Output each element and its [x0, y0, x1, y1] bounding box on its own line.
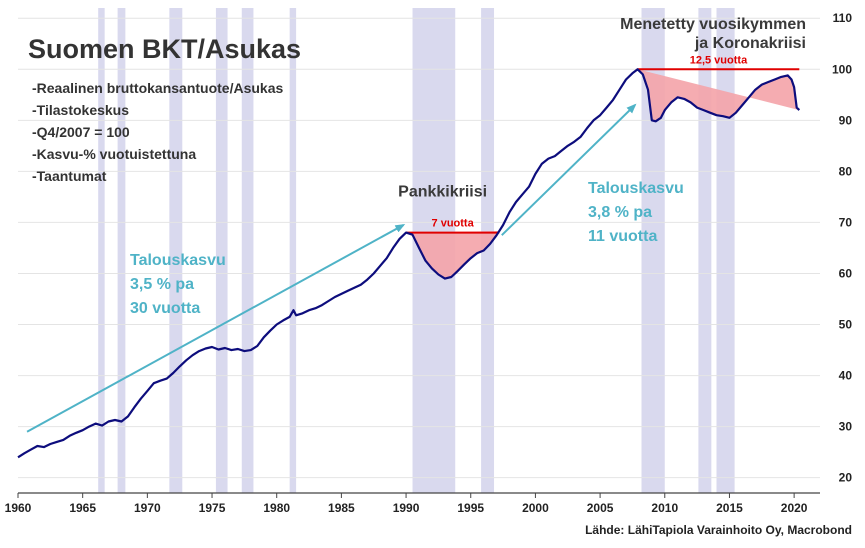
crisis-duration-label: 12,5 vuotta [690, 54, 748, 66]
recession-band [117, 8, 126, 493]
chart-note: -Kasvu-% vuotuistettuna [32, 146, 196, 162]
recession-band [169, 8, 183, 493]
growth-label: Talouskasvu [130, 252, 226, 269]
crisis-name-label: Pankkikriisi [398, 184, 487, 201]
chart-title: Suomen BKT/Asukas [28, 34, 301, 64]
recession-band [716, 8, 735, 493]
y-tick-label: 50 [839, 318, 853, 332]
x-tick-label: 2000 [522, 501, 549, 515]
growth-label: 3,5 % pa [130, 276, 194, 293]
growth-label: 30 vuotta [130, 300, 200, 317]
source-note: Lähde: LähiTapiola Varainhoito Oy, Macro… [585, 523, 852, 537]
y-tick-label: 100 [832, 62, 852, 76]
y-tick-label: 90 [839, 113, 853, 127]
y-tick-label: 70 [839, 215, 853, 229]
x-tick-label: 1970 [134, 501, 161, 515]
crisis-areas [406, 68, 800, 279]
recession-band [215, 8, 228, 493]
y-tick-label: 20 [839, 471, 853, 485]
x-tick-label: 2005 [587, 501, 614, 515]
chart-note: -Reaalinen bruttokansantuote/Asukas [32, 80, 283, 96]
growth-label: 11 vuotta [588, 228, 657, 245]
chart-note: -Tilastokeskus [32, 102, 129, 118]
y-tick-label: 110 [833, 11, 853, 25]
x-tick-label: 1980 [263, 501, 290, 515]
growth-label: Talouskasvu [588, 180, 684, 197]
crisis-name-label: Menetetty vuosikymmen [620, 16, 806, 33]
annotations: Suomen BKT/Asukas -Reaalinen bruttokansa… [28, 16, 852, 537]
chart-notes: -Reaalinen bruttokansantuote/Asukas -Tila… [32, 80, 283, 184]
crisis-labels: 7 vuotta Pankkikriisi 12,5 vuotta Menetetty… [398, 16, 806, 230]
y-tick-label: 30 [839, 420, 853, 434]
x-tick-label: 2010 [651, 501, 678, 515]
recession-band [481, 8, 495, 493]
y-tick-labels: 20 30 40 50 60 70 80 90 100 110 [832, 11, 852, 484]
x-tick-label: 1985 [328, 501, 355, 515]
crisis-area [637, 69, 800, 122]
x-tick-label: 1975 [199, 501, 226, 515]
growth-arrows [26, 103, 637, 433]
x-tick-label: 1960 [5, 501, 32, 515]
y-tick-label: 80 [839, 164, 853, 178]
x-tick-label: 2020 [781, 501, 808, 515]
recession-band [641, 8, 665, 493]
recession-band [289, 8, 297, 493]
gdp-per-capita-line [17, 68, 801, 459]
recession-band [241, 8, 254, 493]
recession-bands [98, 8, 735, 493]
x-tick-label: 1965 [69, 501, 96, 515]
chart-note: -Q4/2007 = 100 [32, 124, 130, 140]
x-tick-labels: 1960 1965 1970 1975 1980 1985 1990 1995 2000 2005… [5, 493, 808, 515]
chart-note: -Taantumat [32, 168, 107, 184]
crisis-name-label: ja Koronakriisi [694, 35, 806, 52]
crisis-area [406, 231, 500, 279]
recession-band [98, 8, 105, 493]
x-tick-label: 2015 [716, 501, 743, 515]
growth-arrow [501, 103, 637, 236]
growth-label: 3,8 % pa [588, 204, 652, 221]
x-tick-label: 1990 [393, 501, 420, 515]
recession-band [698, 8, 712, 493]
y-tick-label: 60 [839, 266, 853, 280]
crisis-duration-label: 7 vuotta [432, 218, 475, 230]
growth-arrow [26, 224, 406, 433]
y-tick-label: 40 [839, 369, 853, 383]
growth-labels: Talouskasvu 3,5 % pa 30 vuotta Talouskasvu 3… [130, 180, 684, 317]
x-tick-label: 1995 [457, 501, 484, 515]
